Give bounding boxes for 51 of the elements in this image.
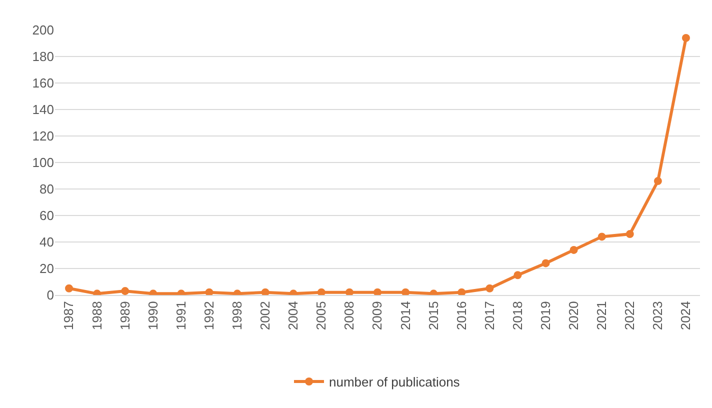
y-tick-label: 180 xyxy=(32,49,54,64)
x-tick-label: 1998 xyxy=(230,301,245,330)
y-tick-label: 60 xyxy=(40,208,54,224)
x-tick-label: 2020 xyxy=(566,301,582,330)
x-tick-label: 1987 xyxy=(61,301,76,330)
x-tick-label: 2018 xyxy=(510,301,525,330)
point xyxy=(402,288,410,295)
x-tick-label: 1991 xyxy=(173,301,188,330)
x-tick-label: 1988 xyxy=(89,301,104,330)
x-tick-label: 2019 xyxy=(538,301,553,330)
x-tick-label: 2002 xyxy=(258,301,273,330)
x-tick-label: 1992 xyxy=(201,301,216,330)
y-tick-label: 160 xyxy=(32,76,54,91)
x-tick-label: 2022 xyxy=(622,301,638,330)
y-tick-label: 20 xyxy=(40,261,54,276)
x-tick-label: 1990 xyxy=(145,301,160,330)
point xyxy=(654,177,662,186)
y-tick-label: 100 xyxy=(32,155,54,170)
point xyxy=(121,287,130,295)
y-tick-label: 0 xyxy=(46,288,54,303)
point xyxy=(598,232,606,241)
point xyxy=(570,246,578,254)
point xyxy=(317,288,326,295)
y-tick-label: 140 xyxy=(32,102,54,118)
point xyxy=(205,288,214,295)
legend-label: number of publications xyxy=(329,374,460,390)
x-tick-label: 2021 xyxy=(594,301,610,330)
point xyxy=(458,288,466,295)
x-tick-label: 2004 xyxy=(286,301,301,330)
point xyxy=(65,284,74,292)
point xyxy=(345,288,354,295)
point xyxy=(514,271,522,280)
point xyxy=(374,288,382,295)
y-tick-label: 40 xyxy=(40,234,54,250)
x-tick-label: 2009 xyxy=(370,301,385,330)
point xyxy=(261,288,270,295)
point xyxy=(486,284,494,292)
x-tick-label: 2023 xyxy=(650,301,666,330)
x-tick-label: 2017 xyxy=(482,301,497,330)
y-tick-label: 80 xyxy=(40,182,54,197)
point xyxy=(626,230,634,238)
x-tick-label: 2008 xyxy=(342,301,357,330)
x-tick-label: 2014 xyxy=(398,301,413,330)
x-tick-label: 2024 xyxy=(678,301,694,330)
x-tick-label: 2016 xyxy=(454,301,469,330)
y-tick-label: 120 xyxy=(32,128,54,144)
y-tick-label: 200 xyxy=(32,22,54,38)
x-tick-label: 2005 xyxy=(314,301,329,330)
x-tick-label: 2015 xyxy=(426,301,441,330)
x-tick-label: 1989 xyxy=(117,301,132,330)
point xyxy=(542,259,550,268)
